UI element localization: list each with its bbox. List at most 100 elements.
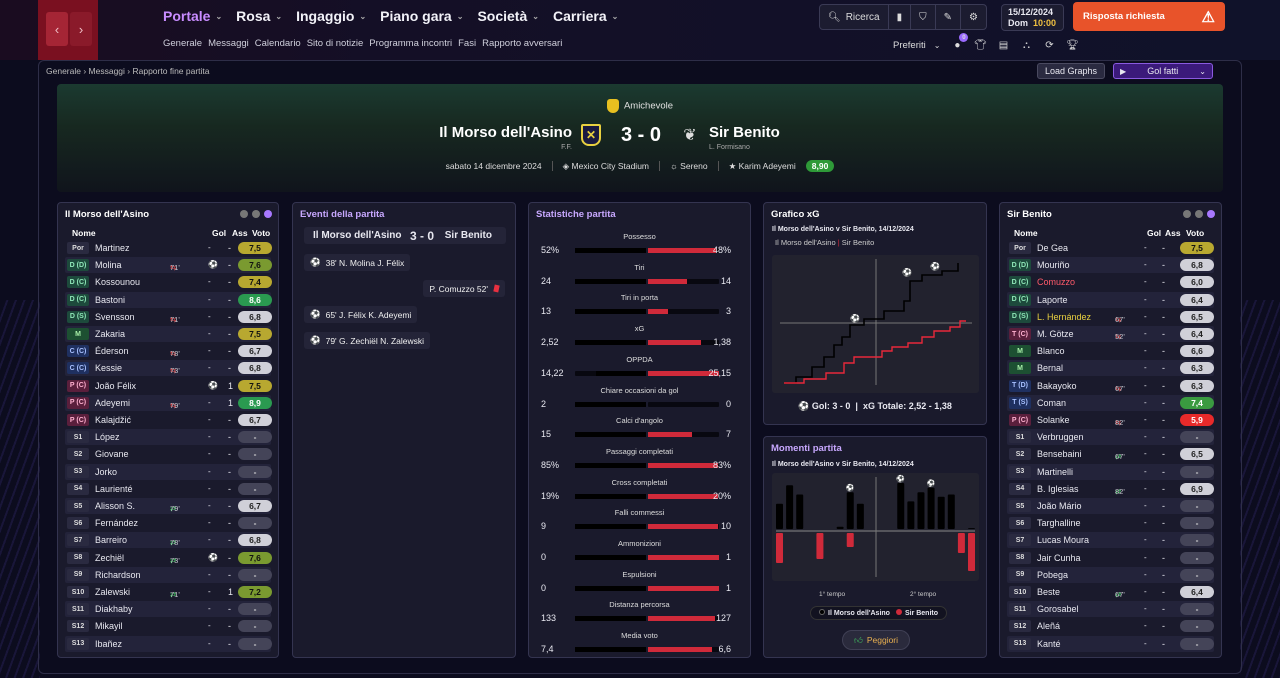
player-row[interactable]: S10 Beste ⇄ 67' - - 6,4 bbox=[1007, 584, 1214, 600]
player-name[interactable]: Giovane bbox=[95, 449, 129, 460]
player-of-match[interactable]: Karim Adeyemi bbox=[738, 160, 796, 171]
moment-home-bar[interactable] bbox=[927, 487, 935, 529]
player-name[interactable]: Diakhaby bbox=[95, 604, 133, 615]
player-row[interactable]: C (C) Éderson ⇆ 78' - -6,7 bbox=[65, 343, 272, 359]
player-name[interactable]: Alisson S. bbox=[95, 501, 136, 511]
forward-button[interactable]: › bbox=[70, 12, 92, 46]
player-name[interactable]: M. Götze bbox=[1037, 329, 1074, 339]
player-name[interactable]: López bbox=[95, 432, 120, 443]
player-row[interactable]: S13 Kanté - - - bbox=[1007, 635, 1214, 652]
player-name[interactable]: Kanté bbox=[1037, 638, 1061, 649]
view-dot-icon[interactable] bbox=[1195, 210, 1203, 218]
player-row[interactable]: D (D) Mouriño - - 6,8 bbox=[1007, 257, 1214, 274]
player-name[interactable]: Kalajdžić bbox=[95, 415, 132, 425]
player-name[interactable]: Zechiël bbox=[95, 552, 125, 563]
player-row[interactable]: S13 Ibañez - - - bbox=[65, 635, 272, 652]
event-item[interactable]: ⚽ 65' J. Félix K. Adeyemi bbox=[304, 306, 418, 323]
player-name[interactable]: João Mário bbox=[1037, 501, 1082, 511]
player-row[interactable]: S10 Zalewski ⇄ 71' - 1 7,2 bbox=[65, 584, 272, 600]
col-name[interactable]: Nome bbox=[1014, 228, 1038, 238]
player-name[interactable]: Richardson bbox=[95, 569, 141, 580]
back-button[interactable]: ‹ bbox=[46, 12, 68, 46]
submenu-item[interactable]: Sito di notizie bbox=[306, 38, 364, 49]
player-row[interactable]: S7 Barreiro ⇄ 78' - -6,8 bbox=[65, 532, 272, 549]
moment-home-bar[interactable] bbox=[947, 494, 955, 530]
load-graphs-button[interactable]: Load Graphs bbox=[1037, 63, 1105, 79]
player-name[interactable]: Laurienté bbox=[95, 483, 133, 494]
player-row[interactable]: S11 Gorosabel - - - bbox=[1007, 601, 1214, 618]
menu-piano-gara[interactable]: Piano gara ⌄ bbox=[380, 8, 463, 24]
submenu-item[interactable]: Generale bbox=[163, 38, 203, 49]
player-row[interactable]: T (D) Bakayoko ⇆ 67' - - 6,3 bbox=[1007, 378, 1214, 394]
away-team-name[interactable]: Sir Benito bbox=[709, 124, 780, 141]
player-row[interactable]: D (D) Molina ⇆ 71' ⚽ -7,6 bbox=[65, 257, 272, 274]
player-name[interactable]: Lucas Moura bbox=[1037, 535, 1090, 546]
moment-home-bar[interactable] bbox=[856, 503, 864, 529]
player-name[interactable]: Mikayil bbox=[95, 621, 123, 632]
player-name[interactable]: Mouriño bbox=[1037, 260, 1070, 271]
date-display[interactable]: 15/12/2024 Dom 10:00 bbox=[1001, 4, 1064, 31]
player-row[interactable]: D (C) Laporte - - 6,4 bbox=[1007, 291, 1214, 308]
player-name[interactable]: B. Iglesias bbox=[1037, 483, 1079, 494]
shirt-icon[interactable]: 👕︎ bbox=[974, 39, 987, 51]
player-name[interactable]: Jair Cunha bbox=[1037, 552, 1081, 563]
moment-home-bar[interactable] bbox=[907, 501, 915, 529]
player-name[interactable]: Martinelli bbox=[1037, 466, 1074, 477]
moment-home-bar[interactable] bbox=[836, 526, 844, 529]
player-row[interactable]: S4 Laurienté - - - bbox=[65, 481, 272, 497]
col-assists[interactable]: Ass bbox=[232, 228, 248, 238]
event-item[interactable]: ⚽ 38' N. Molina J. Félix bbox=[304, 254, 411, 271]
player-row[interactable]: D (C) Comuzzo - - 6,0 bbox=[1007, 274, 1214, 290]
moment-away-bar[interactable] bbox=[776, 533, 783, 563]
player-row[interactable]: S1 Verbruggen - - - bbox=[1007, 429, 1214, 446]
moment-away-bar[interactable] bbox=[816, 533, 824, 559]
player-name[interactable]: Ibañez bbox=[95, 638, 123, 649]
player-name[interactable]: Laporte bbox=[1037, 294, 1068, 305]
xg-chart[interactable]: ⚽ ⚽ ⚽ bbox=[772, 255, 979, 393]
moment-home-bar[interactable] bbox=[786, 485, 794, 529]
submenu-item[interactable]: Calendario bbox=[254, 38, 301, 49]
player-row[interactable]: S5 Alisson S. ⇄ 79' - -6,7 bbox=[65, 498, 272, 514]
player-name[interactable]: De Gea bbox=[1037, 243, 1069, 253]
player-row[interactable]: M Bernal - - 6,3 bbox=[1007, 360, 1214, 377]
moment-home-bar[interactable] bbox=[846, 492, 854, 529]
player-row[interactable]: S11 Diakhaby - - - bbox=[65, 601, 272, 618]
player-row[interactable]: T (S) Coman - - 7,4 bbox=[1007, 394, 1214, 411]
player-row[interactable]: S5 João Mário - - - bbox=[1007, 498, 1214, 514]
shield-button[interactable]: ⛉ bbox=[911, 5, 936, 29]
moment-home-bar[interactable] bbox=[937, 496, 945, 529]
player-row[interactable]: P (C) Kalajdžić - -6,7 bbox=[65, 412, 272, 428]
player-name[interactable]: Zalewski bbox=[95, 587, 131, 597]
chevron-down-icon[interactable]: ⌄ bbox=[933, 40, 941, 50]
player-row[interactable]: Por Martinez - -7,5 bbox=[65, 240, 272, 256]
submenu-item[interactable]: Programma incontri bbox=[369, 38, 453, 49]
moment-home-bar[interactable] bbox=[776, 503, 783, 529]
player-name[interactable]: Adeyemi bbox=[95, 397, 131, 408]
view-toggle[interactable] bbox=[240, 210, 272, 218]
moment-away-bar[interactable] bbox=[846, 533, 854, 547]
view-dot-icon[interactable] bbox=[252, 210, 260, 218]
player-row[interactable]: S2 Giovane - - - bbox=[65, 446, 272, 462]
view-toggle[interactable] bbox=[1183, 210, 1215, 218]
player-name[interactable]: João Félix bbox=[95, 380, 137, 391]
player-name[interactable]: Kessie bbox=[95, 363, 123, 374]
moment-home-bar[interactable] bbox=[796, 494, 804, 530]
refresh-icon[interactable]: ⟳ bbox=[1045, 39, 1054, 51]
goals-filter-dropdown[interactable]: ▶ Gol fatti ⌄ bbox=[1113, 63, 1213, 79]
player-row[interactable]: D (C) Kossounou - -7,4 bbox=[65, 274, 272, 290]
player-row[interactable]: P (C) Solanke ⇆ 82' - - 5,9 bbox=[1007, 412, 1214, 428]
trophy-icon[interactable]: 🏆︎ bbox=[1066, 39, 1079, 51]
col-assists[interactable]: Ass bbox=[1165, 228, 1181, 238]
player-row[interactable]: C (C) Kessie ⇆ 73' - -6,8 bbox=[65, 360, 272, 377]
player-name[interactable]: Aleñá bbox=[1037, 621, 1061, 632]
player-name[interactable]: Kossounou bbox=[95, 277, 141, 288]
breadcrumb-item[interactable]: Messaggi bbox=[88, 66, 125, 76]
player-name[interactable]: Targhalline bbox=[1037, 518, 1081, 529]
player-name[interactable]: Pobega bbox=[1037, 569, 1069, 580]
player-name[interactable]: Coman bbox=[1037, 397, 1067, 408]
hierarchy-icon[interactable]: ⛬ bbox=[1022, 39, 1030, 51]
player-name[interactable]: Barreiro bbox=[95, 535, 128, 546]
search-button[interactable]: 🔍︎ Ricerca bbox=[820, 5, 889, 29]
player-name[interactable]: Solanke bbox=[1037, 415, 1070, 425]
notification-icon[interactable]: ● 0 bbox=[951, 33, 969, 51]
